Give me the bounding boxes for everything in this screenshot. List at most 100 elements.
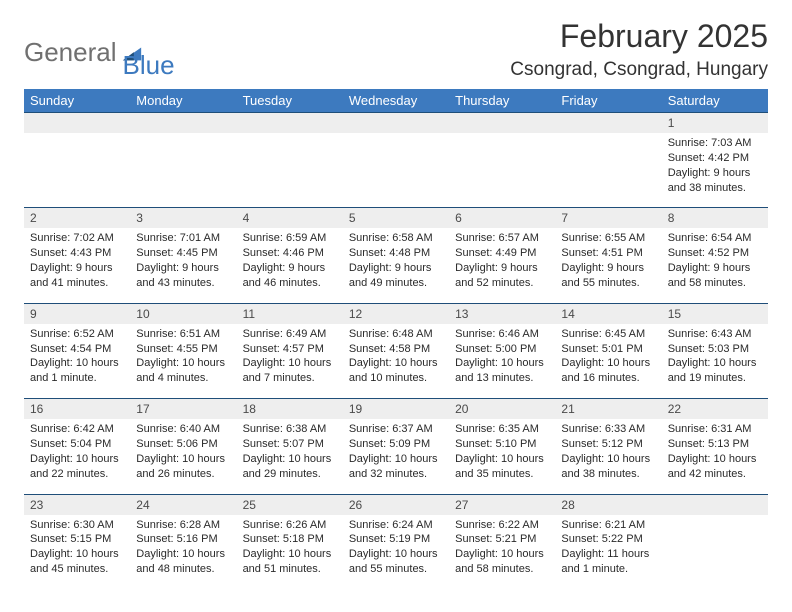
day-info xyxy=(555,133,661,193)
day-info: Sunrise: 6:54 AMSunset: 4:52 PMDaylight:… xyxy=(662,228,768,302)
logo: General Blue xyxy=(24,18,175,81)
day-info: Sunrise: 6:28 AMSunset: 5:16 PMDaylight:… xyxy=(130,515,236,589)
day-cell-number: 17 xyxy=(130,399,236,420)
day-cell-number: 3 xyxy=(130,208,236,229)
day-cell-info: Sunrise: 6:59 AMSunset: 4:46 PMDaylight:… xyxy=(237,228,343,303)
day-cell-info xyxy=(555,133,661,208)
day-number: 20 xyxy=(449,399,555,419)
day-number: 1 xyxy=(662,113,768,133)
day-cell-info: Sunrise: 7:02 AMSunset: 4:43 PMDaylight:… xyxy=(24,228,130,303)
day-cell-number xyxy=(130,113,236,134)
day-number: 13 xyxy=(449,304,555,324)
day-cell-info: Sunrise: 6:33 AMSunset: 5:12 PMDaylight:… xyxy=(555,419,661,494)
day-info: Sunrise: 6:57 AMSunset: 4:49 PMDaylight:… xyxy=(449,228,555,302)
day-info: Sunrise: 6:31 AMSunset: 5:13 PMDaylight:… xyxy=(662,419,768,493)
day-cell-number: 1 xyxy=(662,113,768,134)
day-cell-number xyxy=(343,113,449,134)
day-cell-info: Sunrise: 6:49 AMSunset: 4:57 PMDaylight:… xyxy=(237,324,343,399)
day-info xyxy=(449,133,555,193)
week-daynum-row: 232425262728 xyxy=(24,494,768,515)
day-number: 23 xyxy=(24,495,130,515)
day-cell-info: Sunrise: 6:26 AMSunset: 5:18 PMDaylight:… xyxy=(237,515,343,589)
day-cell-info: Sunrise: 6:37 AMSunset: 5:09 PMDaylight:… xyxy=(343,419,449,494)
day-info: Sunrise: 6:59 AMSunset: 4:46 PMDaylight:… xyxy=(237,228,343,302)
day-cell-number: 27 xyxy=(449,494,555,515)
day-number: 27 xyxy=(449,495,555,515)
day-info xyxy=(24,133,130,193)
day-info: Sunrise: 6:55 AMSunset: 4:51 PMDaylight:… xyxy=(555,228,661,302)
day-number xyxy=(555,113,661,133)
header-bar: General Blue February 2025 Csongrad, Cso… xyxy=(24,18,768,81)
day-info: Sunrise: 6:40 AMSunset: 5:06 PMDaylight:… xyxy=(130,419,236,493)
month-title: February 2025 xyxy=(510,18,768,55)
day-info: Sunrise: 6:24 AMSunset: 5:19 PMDaylight:… xyxy=(343,515,449,589)
day-cell-info xyxy=(130,133,236,208)
day-cell-number: 19 xyxy=(343,399,449,420)
title-block: February 2025 Csongrad, Csongrad, Hungar… xyxy=(510,18,768,81)
day-cell-number: 9 xyxy=(24,303,130,324)
day-cell-number: 28 xyxy=(555,494,661,515)
day-cell-info: Sunrise: 6:55 AMSunset: 4:51 PMDaylight:… xyxy=(555,228,661,303)
day-number: 14 xyxy=(555,304,661,324)
day-cell-number: 25 xyxy=(237,494,343,515)
day-info: Sunrise: 6:42 AMSunset: 5:04 PMDaylight:… xyxy=(24,419,130,493)
day-info xyxy=(662,515,768,575)
day-number: 15 xyxy=(662,304,768,324)
day-cell-info: Sunrise: 6:38 AMSunset: 5:07 PMDaylight:… xyxy=(237,419,343,494)
day-number: 2 xyxy=(24,208,130,228)
weekday-header: Saturday xyxy=(662,89,768,113)
day-number: 10 xyxy=(130,304,236,324)
week-info-row: Sunrise: 7:03 AMSunset: 4:42 PMDaylight:… xyxy=(24,133,768,208)
day-cell-number: 10 xyxy=(130,303,236,324)
day-number xyxy=(662,495,768,515)
day-info: Sunrise: 6:43 AMSunset: 5:03 PMDaylight:… xyxy=(662,324,768,398)
location-subtitle: Csongrad, Csongrad, Hungary xyxy=(510,59,768,81)
day-cell-number: 7 xyxy=(555,208,661,229)
day-cell-info xyxy=(237,133,343,208)
day-number: 17 xyxy=(130,399,236,419)
week-info-row: Sunrise: 6:42 AMSunset: 5:04 PMDaylight:… xyxy=(24,419,768,494)
day-cell-number: 6 xyxy=(449,208,555,229)
day-cell-number xyxy=(24,113,130,134)
day-number: 11 xyxy=(237,304,343,324)
day-info xyxy=(130,133,236,193)
day-cell-number xyxy=(449,113,555,134)
day-cell-info xyxy=(24,133,130,208)
day-cell-info: Sunrise: 6:48 AMSunset: 4:58 PMDaylight:… xyxy=(343,324,449,399)
weekday-header-row: Sunday Monday Tuesday Wednesday Thursday… xyxy=(24,89,768,113)
week-info-row: Sunrise: 6:30 AMSunset: 5:15 PMDaylight:… xyxy=(24,515,768,589)
day-cell-number: 16 xyxy=(24,399,130,420)
day-number: 24 xyxy=(130,495,236,515)
day-cell-info: Sunrise: 6:30 AMSunset: 5:15 PMDaylight:… xyxy=(24,515,130,589)
day-cell-number xyxy=(555,113,661,134)
day-info xyxy=(237,133,343,193)
day-number: 9 xyxy=(24,304,130,324)
day-cell-info: Sunrise: 6:45 AMSunset: 5:01 PMDaylight:… xyxy=(555,324,661,399)
day-cell-info: Sunrise: 6:46 AMSunset: 5:00 PMDaylight:… xyxy=(449,324,555,399)
day-cell-info xyxy=(449,133,555,208)
day-number xyxy=(449,113,555,133)
day-cell-info: Sunrise: 6:35 AMSunset: 5:10 PMDaylight:… xyxy=(449,419,555,494)
day-cell-info: Sunrise: 6:28 AMSunset: 5:16 PMDaylight:… xyxy=(130,515,236,589)
day-cell-info: Sunrise: 6:54 AMSunset: 4:52 PMDaylight:… xyxy=(662,228,768,303)
day-number: 22 xyxy=(662,399,768,419)
day-number: 16 xyxy=(24,399,130,419)
weekday-header: Thursday xyxy=(449,89,555,113)
day-number xyxy=(24,113,130,133)
day-cell-number: 22 xyxy=(662,399,768,420)
day-cell-info: Sunrise: 7:03 AMSunset: 4:42 PMDaylight:… xyxy=(662,133,768,208)
day-cell-info: Sunrise: 6:52 AMSunset: 4:54 PMDaylight:… xyxy=(24,324,130,399)
day-cell-info: Sunrise: 6:58 AMSunset: 4:48 PMDaylight:… xyxy=(343,228,449,303)
day-cell-number: 14 xyxy=(555,303,661,324)
day-number: 5 xyxy=(343,208,449,228)
day-number: 8 xyxy=(662,208,768,228)
day-cell-number: 24 xyxy=(130,494,236,515)
day-info: Sunrise: 6:21 AMSunset: 5:22 PMDaylight:… xyxy=(555,515,661,589)
day-info: Sunrise: 6:22 AMSunset: 5:21 PMDaylight:… xyxy=(449,515,555,589)
day-cell-info: Sunrise: 6:21 AMSunset: 5:22 PMDaylight:… xyxy=(555,515,661,589)
day-info: Sunrise: 6:58 AMSunset: 4:48 PMDaylight:… xyxy=(343,228,449,302)
day-info: Sunrise: 6:48 AMSunset: 4:58 PMDaylight:… xyxy=(343,324,449,398)
day-info: Sunrise: 6:33 AMSunset: 5:12 PMDaylight:… xyxy=(555,419,661,493)
day-cell-number: 2 xyxy=(24,208,130,229)
day-cell-number: 23 xyxy=(24,494,130,515)
